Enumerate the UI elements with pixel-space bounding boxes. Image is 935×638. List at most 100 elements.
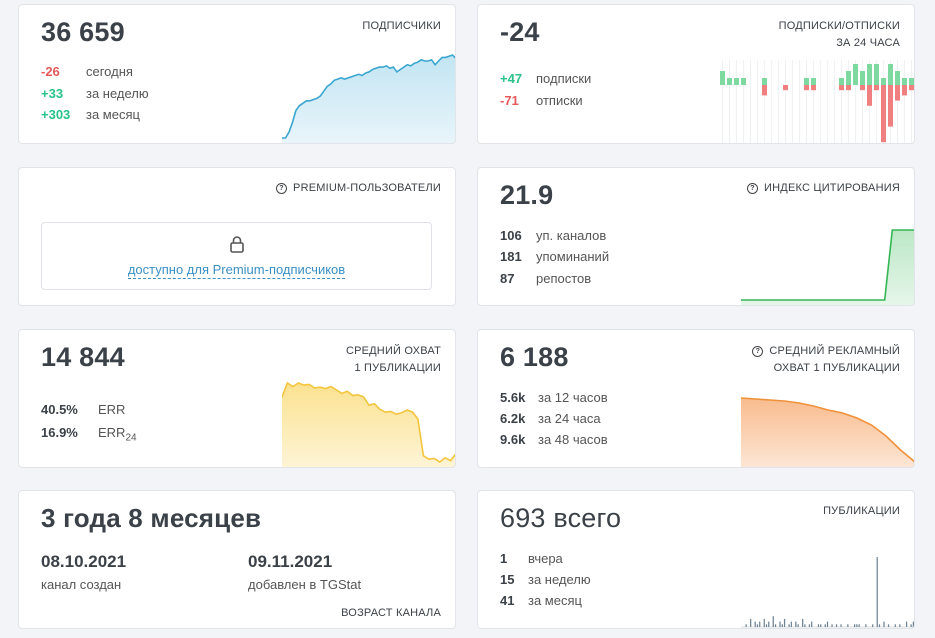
- posts-chart[interactable]: [741, 553, 915, 629]
- gain-bar: [811, 78, 816, 85]
- post-bar: [853, 624, 856, 627]
- loss-bar: [839, 85, 844, 91]
- ad-reach-value: 6 188: [500, 342, 569, 372]
- post-bar: [910, 624, 912, 627]
- gain-bar: [895, 71, 900, 85]
- premium-card: ? PREMIUM-ПОЛЬЗОВАТЕЛИ доступно для Premi…: [18, 167, 456, 306]
- posts-label: ПУБЛИКАЦИИ: [823, 505, 900, 517]
- added-text: добавлен в TGStat: [248, 577, 362, 592]
- loss-bar: [762, 85, 767, 96]
- post-bar: [878, 624, 881, 627]
- channel-age-value: 3 года 8 месяцев: [41, 503, 262, 533]
- post-bar: [754, 621, 756, 627]
- question-icon[interactable]: ?: [747, 183, 759, 194]
- post-bar: [820, 624, 822, 627]
- post-bar: [772, 616, 774, 627]
- added-date: 09.11.2021: [248, 552, 333, 571]
- citation-label: ? ИНДЕКС ЦИТИРОВАНИЯ: [747, 180, 900, 197]
- gain-bar: [888, 64, 893, 85]
- post-bar: [797, 624, 799, 627]
- post-bar: [840, 624, 842, 627]
- question-icon[interactable]: ?: [276, 183, 288, 194]
- gain-bar: [720, 71, 725, 85]
- post-bar: [835, 624, 838, 627]
- reach-value: 14 844: [41, 342, 125, 372]
- subscribers-chart[interactable]: [282, 49, 456, 144]
- post-bar: [765, 624, 768, 627]
- citation-index-value: 21.9: [500, 180, 554, 210]
- subscribers-area: [282, 55, 455, 143]
- ad-reach-row-48h: 9.6k за 48 часов: [500, 432, 608, 447]
- citation-chart[interactable]: [741, 224, 915, 306]
- subs-unsubs-card[interactable]: -24 ПОДПИСКИ/ОТПИСКИ ЗА 24 ЧАСА +47 подпис…: [477, 4, 915, 144]
- post-bar: [887, 624, 890, 627]
- gain-bar: [860, 71, 865, 85]
- post-bar: [783, 618, 786, 627]
- citation-card[interactable]: 21.9 ? ИНДЕКС ЦИТИРОВАНИЯ 106 уп. каналов …: [477, 167, 915, 306]
- citation-row-reposts: 87 репостов: [500, 271, 592, 286]
- post-bar: [759, 621, 761, 627]
- subscribers-row-month: +303 за месяц: [41, 107, 140, 122]
- post-bar: [774, 624, 777, 627]
- subscribers-row-week: +33 за неделю: [41, 86, 149, 101]
- post-bar: [802, 618, 804, 627]
- posts-row-month: 41 за месяц: [500, 593, 582, 608]
- gain-bar: [881, 78, 886, 85]
- posts-card[interactable]: 693 всего ПУБЛИКАЦИИ 1 вчера 15 за неделю …: [477, 490, 915, 629]
- post-bar: [779, 621, 781, 627]
- loss-bar: [867, 85, 872, 106]
- premium-link[interactable]: доступно для Premium-подписчиков: [127, 262, 346, 279]
- loss-bar: [860, 85, 865, 91]
- loss-bar: [811, 85, 816, 91]
- citation-row-channels: 106 уп. каналов: [500, 228, 607, 243]
- err-row: 40.5% ERR: [41, 402, 126, 417]
- gain-bar: [846, 71, 851, 85]
- post-bar: [847, 624, 849, 627]
- ad_reach-area: [741, 398, 914, 467]
- loss-bar: [888, 85, 893, 127]
- ad-reach-chart[interactable]: [741, 390, 915, 468]
- citation-line: [741, 229, 914, 301]
- gain-bar: [874, 64, 879, 85]
- post-bar: [826, 621, 829, 627]
- post-bar: [781, 624, 783, 627]
- post-bar: [912, 621, 914, 627]
- ad-reach-card[interactable]: 6 188 ? СРЕДНИЙ РЕКЛАМНЫЙ ОХВАТ 1 ПУБЛИКАЦ…: [477, 329, 915, 468]
- question-icon[interactable]: ?: [752, 346, 764, 357]
- subscribers-card[interactable]: 36 659 ПОДПИСЧИКИ -26 сегодня +33 за недел…: [18, 4, 456, 144]
- loss-bar: [783, 85, 788, 91]
- gain-bar: [902, 78, 907, 85]
- post-bar: [831, 624, 833, 627]
- premium-locked-box[interactable]: доступно для Premium-подписчиков: [41, 222, 432, 290]
- gain-bar: [839, 78, 844, 85]
- reach-chart[interactable]: [282, 380, 456, 468]
- subs-unsubs-label: ПОДПИСКИ/ОТПИСКИ ЗА 24 ЧАСА: [778, 20, 900, 49]
- premium-label: ? PREMIUM-ПОЛЬЗОВАТЕЛИ: [276, 180, 441, 197]
- loss-bar: [895, 85, 900, 101]
- post-bar: [768, 621, 770, 627]
- ad-reach-label: ? СРЕДНИЙ РЕКЛАМНЫЙ ОХВАТ 1 ПУБЛИКАЦИИ: [752, 343, 900, 377]
- post-bar: [808, 624, 811, 627]
- subs-row: +47 подписки: [500, 71, 592, 86]
- loss-bar: [846, 85, 851, 91]
- posts-total: 693 всего: [500, 503, 622, 533]
- gain-bar: [727, 78, 732, 85]
- gain-bar: [867, 64, 872, 85]
- post-bar: [745, 624, 747, 627]
- ad-reach-row-12h: 5.6k за 12 часов: [500, 390, 608, 405]
- post-bar: [790, 621, 792, 627]
- subscribers-count: 36 659: [41, 17, 125, 47]
- post-bar: [750, 618, 752, 627]
- post-bar: [876, 557, 878, 627]
- subs-unsubs-chart[interactable]: [719, 60, 915, 144]
- reach-card[interactable]: 14 844 СРЕДНИЙ ОХВАТ 1 ПУБЛИКАЦИИ 40.5% ER…: [18, 329, 456, 468]
- citation-row-mentions: 181 упоминаний: [500, 249, 610, 264]
- reach-label: СРЕДНИЙ ОХВАТ 1 ПУБЛИКАЦИИ: [345, 345, 441, 374]
- unsubs-row: -71 отписки: [500, 93, 583, 108]
- post-bar: [856, 624, 858, 627]
- post-bar: [858, 624, 860, 627]
- loss-bar: [874, 85, 879, 91]
- loss-bar: [902, 85, 907, 96]
- loss-bar: [881, 85, 886, 143]
- lock-icon: [230, 236, 244, 253]
